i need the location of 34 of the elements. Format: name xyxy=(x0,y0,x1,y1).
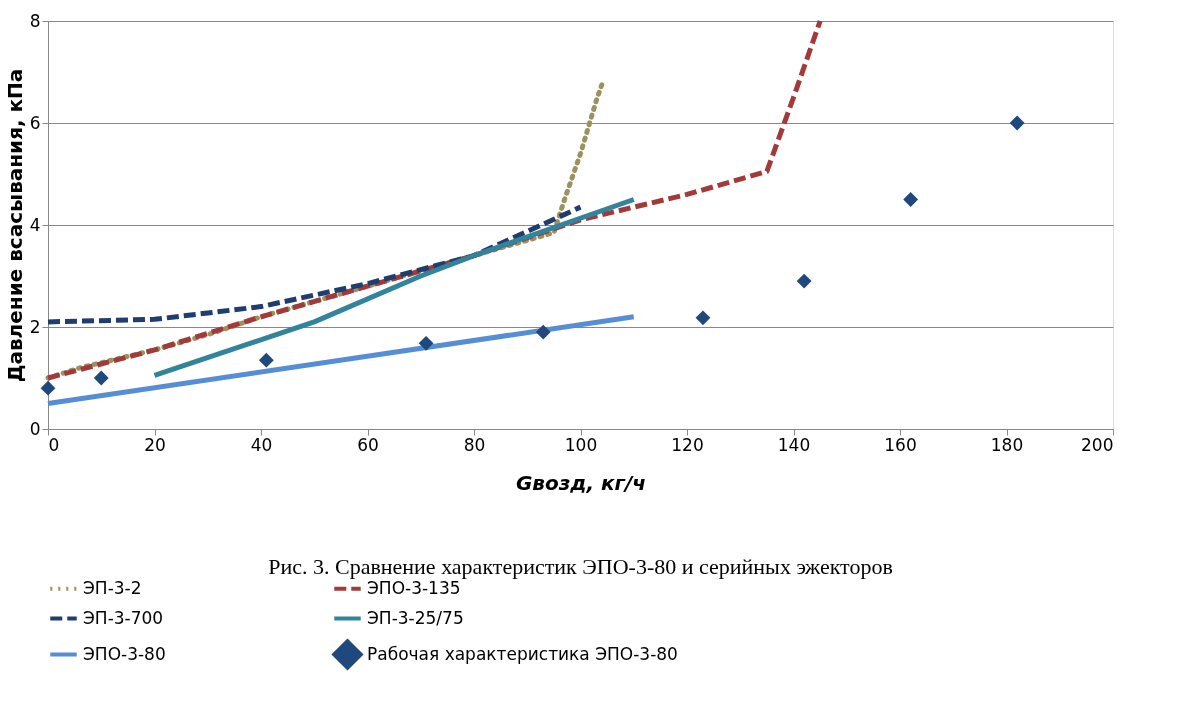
x-tick-label: 160 xyxy=(884,434,917,455)
y-axis-title: Давление всасывания, кПа xyxy=(2,68,27,383)
point xyxy=(1009,115,1025,131)
x-tick-label: 140 xyxy=(777,434,811,455)
point xyxy=(93,370,109,386)
point xyxy=(418,335,434,351)
legend-label: ЭП-3-25/75 xyxy=(367,607,464,628)
x-tick-label: 20 xyxy=(144,434,166,455)
point xyxy=(796,273,812,289)
y-tick-label: 0 xyxy=(29,418,41,439)
point xyxy=(535,324,551,340)
y-tick-label: 2 xyxy=(29,316,41,337)
x-tick-label: 120 xyxy=(671,434,704,455)
point xyxy=(903,192,919,207)
x-tick-label: 0 xyxy=(48,434,60,455)
y-tick-label: 8 xyxy=(29,10,41,31)
text: Рис. 3. Сравнение характеристик ЭПО-3-80 и серийных эжекторов xyxy=(268,554,893,579)
y-tick-label: 6 xyxy=(29,112,41,133)
y-tick-label: 4 xyxy=(29,214,41,235)
legend-label: ЭПО-3-80 xyxy=(83,643,166,664)
x-tick-label: 80 xyxy=(463,434,486,455)
legend-label: ЭП-3-700 xyxy=(83,607,164,628)
legend-label: ЭПО-3-135 xyxy=(367,577,461,598)
x-tick-label: 180 xyxy=(990,434,1024,455)
legend-label: Рабочая характеристика ЭПО-3-80 xyxy=(367,643,678,664)
x-tick-label: 40 xyxy=(250,434,273,455)
x-axis-title: Gвозд, кг/ч xyxy=(515,470,647,495)
point xyxy=(695,310,711,326)
x-tick-label: 100 xyxy=(564,434,598,455)
x-tick-label: 200 xyxy=(1081,434,1114,455)
point xyxy=(258,352,274,368)
legend-label: ЭП-3-2 xyxy=(83,577,142,598)
point xyxy=(40,380,56,396)
x-tick-label: 60 xyxy=(357,434,379,455)
